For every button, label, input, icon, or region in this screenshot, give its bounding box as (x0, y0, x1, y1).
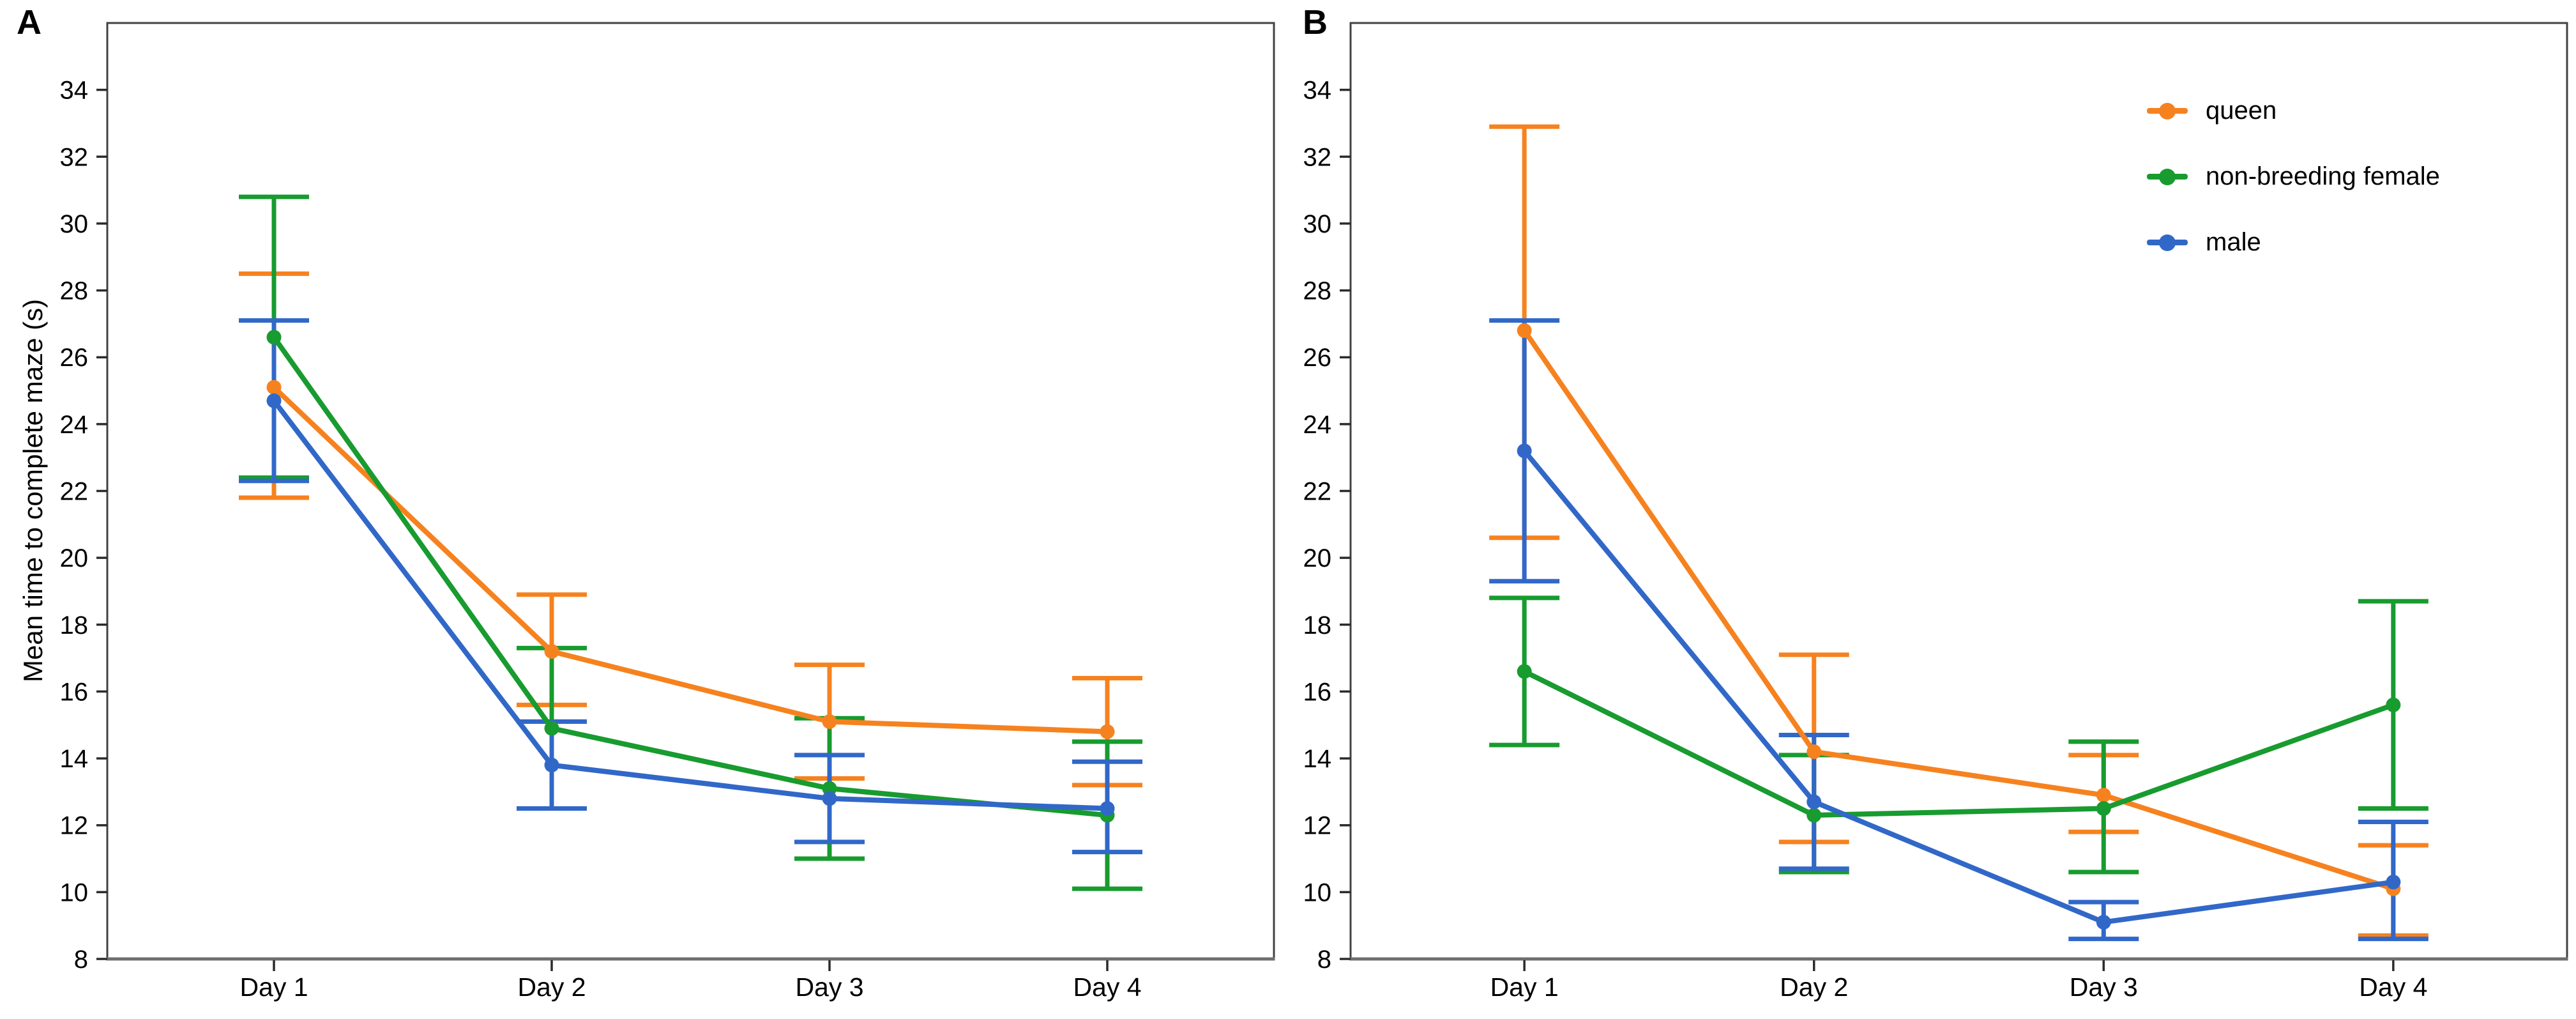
y-axis-title: Mean time to complete maze (s) (18, 299, 48, 682)
data-point-non-breeding-female-day-2 (1807, 808, 1822, 823)
y-tick-label: 26 (1303, 344, 1332, 372)
data-point-male-day-4 (1100, 801, 1115, 816)
series-line-queen (1522, 328, 2396, 892)
legend-label-male: male (2206, 228, 2261, 256)
error-bars-non-breeding-female (1489, 595, 2428, 875)
series-line-male (271, 398, 1110, 811)
y-tick-label: 16 (1303, 678, 1332, 706)
data-point-non-breeding-female-day-3 (2096, 801, 2111, 816)
panel-A-border (106, 22, 1275, 960)
y-tick-label: 20 (1303, 544, 1332, 572)
series-line-queen (271, 385, 1110, 735)
y-tick-label: 32 (1303, 143, 1332, 171)
series-line-non-breeding-female (271, 334, 1110, 818)
y-tick-label: 22 (60, 478, 89, 506)
y-tick-label: 32 (60, 143, 89, 171)
x-tick-label-day-3: Day 3 (2070, 972, 2138, 1002)
panel-B-plot: 8 10 12 14 16 18 20 22 24 26 28 30 32 34 Day 1 Day 2 Day… (1303, 22, 2568, 1002)
x-tick-label-day-4: Day 4 (2359, 972, 2427, 1002)
y-tick-label: 24 (1303, 411, 1332, 439)
error-bars-male (239, 318, 1142, 855)
x-tick-label-day-1: Day 1 (1490, 972, 1559, 1002)
legend-label-non-breeding-female: non-breeding female (2206, 162, 2440, 190)
panel-A-label: A (17, 3, 42, 42)
data-point-male-day-3 (2096, 914, 2111, 930)
data-point-queen-day-4 (1100, 724, 1115, 739)
y-tick-label: 14 (1303, 745, 1332, 773)
x-tick-label-day-3: Day 3 (795, 972, 863, 1002)
y-tick-label: 34 (60, 77, 89, 105)
legend-item-non-breeding-female: non-breeding female (2147, 144, 2440, 210)
data-point-queen-day-2 (1807, 744, 1822, 760)
legend-marker-line-queen (2147, 102, 2188, 119)
panel-B-label: B (1303, 3, 1328, 42)
data-point-queen-day-1 (266, 379, 282, 395)
panel-A-plot: 8 10 12 14 16 18 20 22 24 26 28 30 32 34 Day 1 Day 2 Day… (60, 22, 1275, 1002)
data-point-non-breeding-female-day-2 (544, 721, 559, 736)
y-tick-label: 8 (1317, 946, 1331, 974)
y-tick-label: 26 (60, 344, 89, 372)
y-tick-label: 16 (60, 678, 89, 706)
y-tick-label: 30 (1303, 210, 1332, 238)
y-tick-label: 28 (60, 277, 89, 305)
y-tick-label: 20 (60, 544, 89, 572)
data-point-queen-day-3 (2096, 788, 2111, 803)
y-tick-label: 30 (60, 210, 89, 238)
data-point-male-day-3 (822, 791, 837, 806)
y-tick-label: 34 (1303, 77, 1332, 105)
legend-label-queen: queen (2206, 96, 2277, 125)
legend-item-queen: queen (2147, 78, 2440, 144)
legend-marker-line-non-breeding-female (2147, 168, 2188, 185)
y-tick-label: 18 (1303, 611, 1332, 640)
y-tick-label: 18 (60, 611, 89, 640)
error-bars-male (1489, 318, 2428, 942)
legend-item-male: male (2147, 210, 2440, 275)
error-bars-non-breeding-female (239, 194, 1142, 891)
legend: queen non-breeding female male (2147, 78, 2440, 275)
y-tick-label: 24 (60, 411, 89, 439)
data-point-male-day-2 (1807, 794, 1822, 809)
series-line-non-breeding-female (1522, 669, 2396, 818)
data-point-male-day-1 (266, 393, 282, 408)
y-tick-label: 28 (1303, 277, 1332, 305)
data-point-non-breeding-female-day-1 (1517, 664, 1532, 679)
y-tick-label: 12 (1303, 812, 1332, 840)
data-point-male-day-2 (544, 758, 559, 773)
series-line-male (1522, 448, 2396, 925)
data-point-male-day-1 (1517, 443, 1532, 459)
y-tick-label: 12 (60, 812, 89, 840)
legend-marker-dot-male (2159, 234, 2176, 251)
y-tick-label: 8 (74, 946, 88, 974)
legend-marker-dot-non-breeding-female (2159, 168, 2176, 185)
legend-marker-line-male (2147, 234, 2188, 251)
data-point-male-day-4 (2386, 875, 2401, 890)
data-point-queen-day-1 (1517, 323, 1532, 338)
y-tick-label: 10 (1303, 878, 1332, 907)
data-point-queen-day-2 (544, 644, 559, 659)
y-tick-label: 14 (60, 745, 89, 773)
x-tick-label-day-1: Day 1 (239, 972, 308, 1002)
data-point-queen-day-3 (822, 714, 837, 730)
y-tick-label: 10 (60, 878, 89, 907)
data-point-non-breeding-female-day-4 (2386, 697, 2401, 712)
legend-marker-dot-queen (2159, 102, 2176, 119)
data-point-non-breeding-female-day-1 (266, 330, 282, 345)
x-tick-label-day-2: Day 2 (1780, 972, 1848, 1002)
x-tick-label-day-2: Day 2 (517, 972, 586, 1002)
y-tick-label: 22 (1303, 478, 1332, 506)
x-tick-label-day-4: Day 4 (1073, 972, 1141, 1002)
